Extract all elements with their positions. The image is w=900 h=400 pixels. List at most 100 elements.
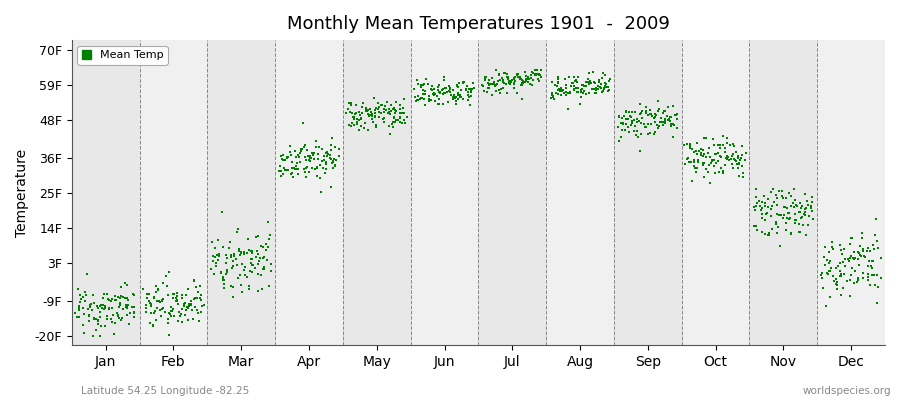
Point — [519, 73, 534, 80]
Point — [770, 210, 784, 217]
Point — [568, 78, 582, 84]
Point — [562, 90, 576, 96]
Point — [220, 255, 235, 262]
Point — [245, 256, 259, 262]
Point — [617, 127, 632, 133]
Point — [798, 206, 813, 213]
Point — [187, 295, 202, 302]
Point — [658, 118, 672, 124]
Point — [727, 143, 742, 149]
Point — [274, 156, 289, 162]
Point — [144, 300, 158, 307]
Point — [576, 82, 590, 88]
Point — [521, 78, 535, 85]
Point — [852, 243, 867, 250]
Point — [749, 203, 763, 209]
Point — [622, 129, 636, 135]
Point — [595, 75, 609, 81]
Point — [567, 82, 581, 89]
Point — [375, 102, 390, 108]
Point — [696, 160, 710, 166]
Point — [711, 158, 725, 164]
Point — [614, 119, 628, 126]
Point — [775, 188, 789, 194]
Point — [682, 159, 697, 165]
Point — [592, 78, 607, 85]
Point — [519, 78, 534, 84]
Point — [554, 88, 569, 94]
Point — [498, 69, 512, 76]
Point — [148, 282, 163, 289]
Point — [320, 160, 334, 167]
Point — [755, 199, 770, 205]
Point — [508, 78, 522, 84]
Point — [599, 84, 614, 90]
Point — [669, 112, 683, 118]
Point — [661, 104, 675, 110]
Point — [307, 156, 321, 163]
Point — [683, 159, 698, 165]
Point — [532, 71, 546, 78]
Point — [734, 163, 749, 169]
Point — [210, 252, 224, 258]
Point — [84, 301, 98, 307]
Point — [554, 86, 568, 93]
Bar — [410, 40, 479, 345]
Point — [769, 218, 783, 225]
Point — [856, 275, 870, 281]
Point — [223, 239, 238, 246]
Point — [453, 91, 467, 98]
Point — [735, 174, 750, 181]
Point — [117, 295, 131, 301]
Point — [772, 212, 787, 218]
Point — [730, 161, 744, 167]
Point — [348, 111, 363, 117]
Point — [500, 74, 514, 80]
Point — [587, 79, 601, 85]
Point — [98, 323, 112, 329]
Point — [98, 303, 112, 309]
Point — [209, 260, 223, 266]
Point — [553, 87, 567, 94]
Point — [170, 301, 184, 308]
Point — [116, 294, 130, 300]
Point — [450, 83, 464, 89]
Point — [838, 263, 852, 269]
Point — [518, 69, 532, 75]
Point — [507, 80, 521, 86]
Point — [291, 171, 305, 178]
Point — [155, 306, 169, 312]
Point — [292, 149, 307, 156]
Point — [755, 205, 770, 212]
Point — [188, 304, 202, 310]
Point — [648, 118, 662, 125]
Point — [648, 111, 662, 117]
Point — [300, 165, 314, 172]
Point — [149, 288, 164, 295]
Point — [250, 248, 265, 254]
Point — [770, 195, 784, 201]
Point — [73, 292, 87, 298]
Point — [643, 130, 657, 136]
Bar — [817, 40, 885, 345]
Point — [480, 89, 494, 96]
Point — [237, 251, 251, 258]
Point — [626, 120, 640, 126]
Point — [626, 127, 641, 134]
Point — [325, 134, 339, 141]
Text: Latitude 54.25 Longitude -82.25: Latitude 54.25 Longitude -82.25 — [81, 386, 249, 396]
Point — [119, 302, 133, 308]
Point — [779, 226, 794, 233]
Point — [704, 160, 718, 166]
Point — [555, 88, 570, 94]
Point — [126, 291, 140, 298]
Point — [866, 242, 880, 248]
Point — [764, 189, 778, 196]
Point — [861, 263, 876, 269]
Point — [108, 297, 122, 304]
Point — [516, 82, 530, 88]
Point — [76, 322, 90, 328]
Point — [727, 156, 742, 162]
Point — [699, 135, 714, 141]
Point — [739, 150, 753, 156]
